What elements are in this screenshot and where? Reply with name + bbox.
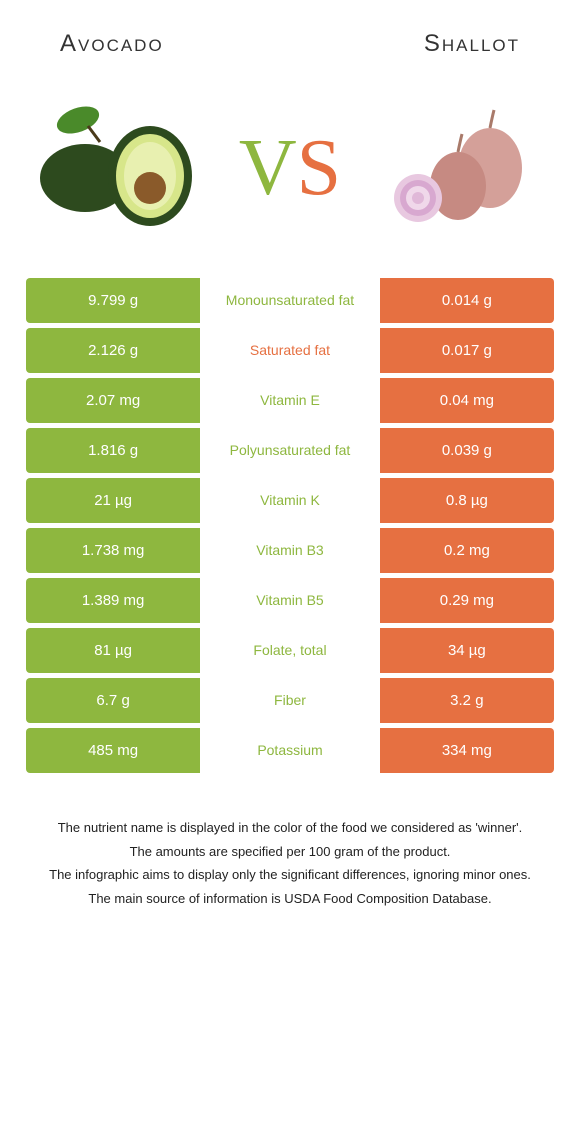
footer-line: The infographic aims to display only the…: [30, 865, 550, 885]
footer-line: The nutrient name is displayed in the co…: [30, 818, 550, 838]
vs-s: S: [297, 124, 342, 212]
footer-notes: The nutrient name is displayed in the co…: [0, 778, 580, 908]
left-value: 1.816 g: [26, 428, 200, 473]
image-row: VS: [0, 78, 580, 278]
right-value: 34 µg: [380, 628, 554, 673]
right-value: 0.2 mg: [380, 528, 554, 573]
left-value: 9.799 g: [26, 278, 200, 323]
food-name-right: Shallot: [424, 30, 520, 58]
nutrient-label: Vitamin E: [200, 378, 380, 423]
footer-line: The amounts are specified per 100 gram o…: [30, 842, 550, 862]
table-row: 9.799 gMonounsaturated fat0.014 g: [26, 278, 554, 323]
avocado-image: [30, 98, 210, 238]
vs-v: V: [239, 124, 297, 212]
footer-line: The main source of information is USDA F…: [30, 889, 550, 909]
nutrient-label: Folate, total: [200, 628, 380, 673]
right-value: 0.039 g: [380, 428, 554, 473]
nutrient-table: 9.799 gMonounsaturated fat0.014 g 2.126 g…: [0, 278, 580, 773]
table-row: 21 µgVitamin K0.8 µg: [26, 478, 554, 523]
right-value: 0.017 g: [380, 328, 554, 373]
left-value: 1.738 mg: [26, 528, 200, 573]
left-value: 485 mg: [26, 728, 200, 773]
nutrient-label: Vitamin B3: [200, 528, 380, 573]
right-value: 0.8 µg: [380, 478, 554, 523]
nutrient-label: Vitamin K: [200, 478, 380, 523]
left-value: 21 µg: [26, 478, 200, 523]
right-value: 334 mg: [380, 728, 554, 773]
left-value: 2.126 g: [26, 328, 200, 373]
right-value: 0.014 g: [380, 278, 554, 323]
left-value: 81 µg: [26, 628, 200, 673]
right-value: 0.29 mg: [380, 578, 554, 623]
nutrient-label: Potassium: [200, 728, 380, 773]
left-value: 6.7 g: [26, 678, 200, 723]
vs-label: VS: [239, 123, 341, 214]
table-row: 485 mgPotassium334 mg: [26, 728, 554, 773]
nutrient-label: Fiber: [200, 678, 380, 723]
left-value: 2.07 mg: [26, 378, 200, 423]
table-row: 1.389 mgVitamin B50.29 mg: [26, 578, 554, 623]
food-name-left: Avocado: [60, 30, 164, 58]
right-value: 3.2 g: [380, 678, 554, 723]
nutrient-label: Vitamin B5: [200, 578, 380, 623]
nutrient-label: Monounsaturated fat: [200, 278, 380, 323]
table-row: 81 µgFolate, total34 µg: [26, 628, 554, 673]
table-row: 1.816 gPolyunsaturated fat0.039 g: [26, 428, 554, 473]
table-row: 2.126 gSaturated fat0.017 g: [26, 328, 554, 373]
table-row: 1.738 mgVitamin B30.2 mg: [26, 528, 554, 573]
nutrient-label: Saturated fat: [200, 328, 380, 373]
header: Avocado Shallot: [0, 0, 580, 78]
nutrient-label: Polyunsaturated fat: [200, 428, 380, 473]
table-row: 2.07 mgVitamin E0.04 mg: [26, 378, 554, 423]
right-value: 0.04 mg: [380, 378, 554, 423]
left-value: 1.389 mg: [26, 578, 200, 623]
table-row: 6.7 gFiber3.2 g: [26, 678, 554, 723]
shallot-image: [370, 98, 550, 238]
